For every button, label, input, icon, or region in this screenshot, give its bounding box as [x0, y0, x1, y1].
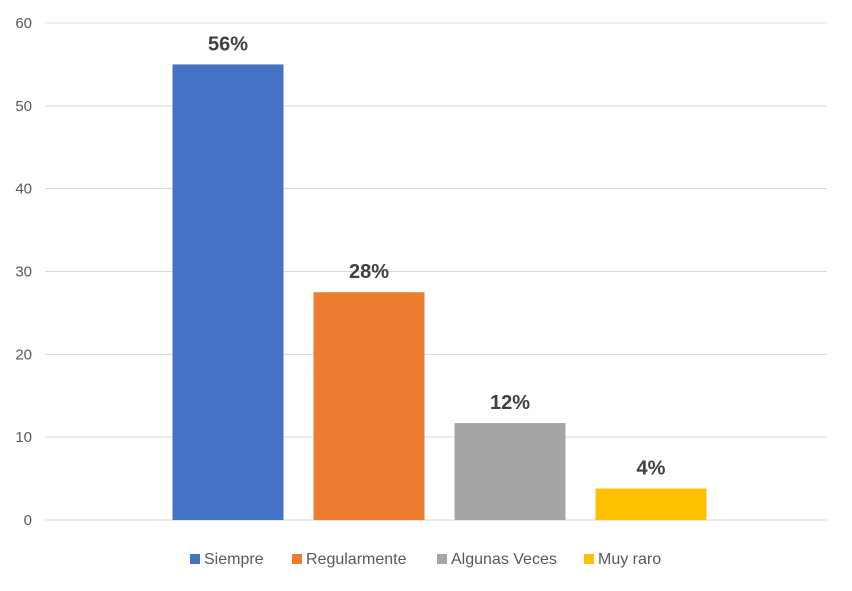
y-tick-label: 0: [24, 512, 32, 529]
y-axis-ticks: 0 10 20 30 40 50 60: [15, 15, 32, 529]
y-tick-label: 40: [15, 181, 32, 198]
data-label: 4%: [637, 458, 666, 480]
y-tick-label: 10: [15, 429, 32, 446]
y-tick-label: 30: [15, 264, 32, 281]
legend-label: Algunas Veces: [451, 551, 557, 568]
data-label: 56%: [208, 33, 248, 55]
legend-label: Muy raro: [598, 551, 661, 568]
bar-muy-raro: [595, 488, 707, 520]
y-tick-label: 20: [15, 346, 32, 363]
data-label: 12%: [490, 392, 530, 414]
data-labels: 56% 28% 12% 4%: [208, 33, 666, 479]
y-tick-label: 60: [15, 15, 32, 32]
data-label: 28%: [349, 261, 389, 283]
legend: Siempre Regularmente Algunas Veces Muy raro: [190, 551, 661, 568]
legend-swatch: [584, 554, 594, 564]
legend-swatch: [292, 554, 302, 564]
gridlines: [45, 22, 827, 521]
bar-regularmente: [313, 292, 425, 520]
y-tick-label: 50: [15, 98, 32, 115]
bar-siempre: [172, 64, 284, 521]
legend-label: Regularmente: [306, 551, 407, 568]
bar-algunas-veces: [454, 423, 566, 520]
legend-swatch: [190, 554, 200, 564]
legend-swatch: [437, 554, 447, 564]
legend-label: Siempre: [204, 551, 264, 568]
bars: [172, 64, 707, 521]
